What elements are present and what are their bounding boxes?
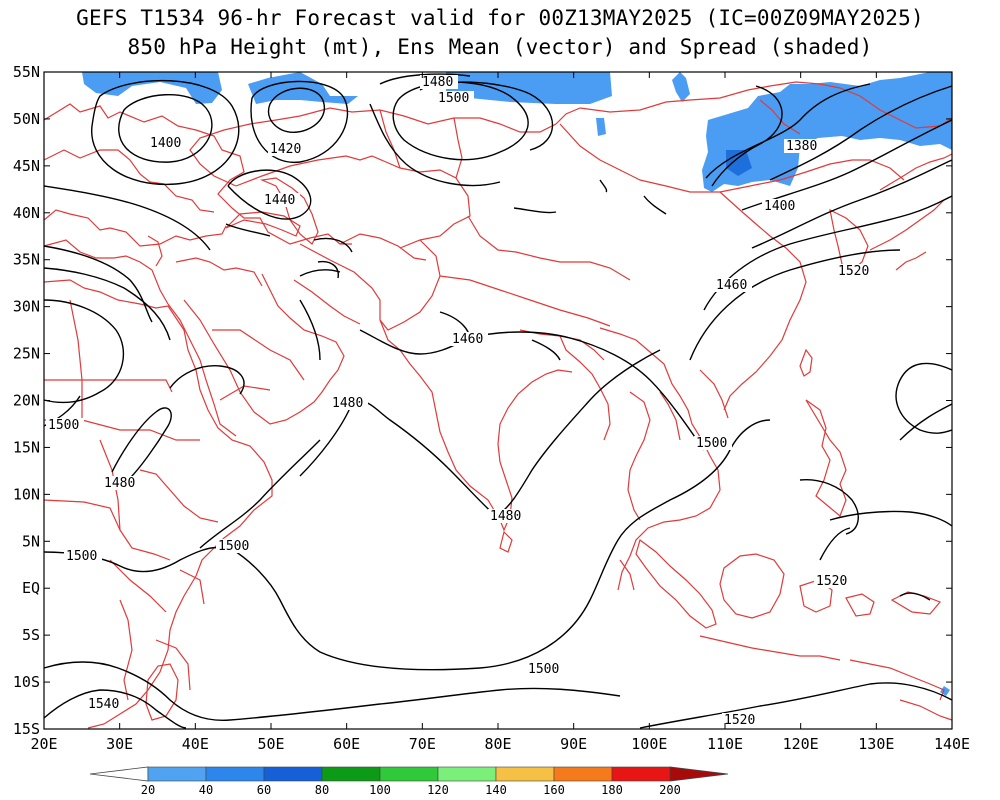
colorbar-swatch xyxy=(379,766,439,782)
lat-tick-label: 5N xyxy=(22,532,40,550)
contour-label: 1520 xyxy=(816,574,847,589)
lat-tick-label: 25N xyxy=(13,345,40,363)
contour-label: 1420 xyxy=(270,142,301,157)
contour-label: 1380 xyxy=(786,139,817,154)
colorbar-swatch xyxy=(147,766,207,782)
lon-tick-label: 130E xyxy=(858,735,894,753)
contour-label: 1500 xyxy=(528,662,559,677)
contour-label: 1500 xyxy=(66,549,97,564)
lon-tick-label: 40E xyxy=(182,735,209,753)
colorbar-swatch xyxy=(205,766,265,782)
colorbar-swatch xyxy=(263,766,323,782)
colorbar-swatch xyxy=(437,766,497,782)
lon-tick-label: 120E xyxy=(783,735,819,753)
colorbar-swatch xyxy=(611,766,671,782)
lon-tick-label: 110E xyxy=(707,735,743,753)
lon-tick-label: 140E xyxy=(934,735,970,753)
lat-tick-label: 20N xyxy=(13,392,40,410)
map-title-line2: 850 hPa Height (mt), Ens Mean (vector) a… xyxy=(127,35,873,59)
lat-tick-label: 30N xyxy=(13,298,40,316)
colorbar-label: 140 xyxy=(485,783,507,797)
contour-label: 1400 xyxy=(150,136,181,151)
contour-label: 1540 xyxy=(88,697,119,712)
contour-label: 1400 xyxy=(764,199,795,214)
spread-shading xyxy=(82,72,952,696)
contour-label: 1500 xyxy=(48,418,79,433)
colorbar-label: 80 xyxy=(315,783,329,797)
contour-labels: 1400 1420 1440 1480 1500 1380 1400 1520 … xyxy=(46,75,874,728)
contour-label: 1520 xyxy=(724,713,755,728)
lon-tick-label: 50E xyxy=(257,735,284,753)
lon-tick-label: 20E xyxy=(30,735,57,753)
lon-tick-label: 60E xyxy=(333,735,360,753)
lat-tick-label: 15N xyxy=(13,438,40,456)
colorbar-label: 200 xyxy=(659,783,681,797)
lat-tick-label: 45N xyxy=(13,157,40,175)
colorbar-label: 60 xyxy=(257,783,271,797)
colorbar: 20 40 60 80 100 120 140 160 180 200 xyxy=(89,766,729,797)
contour-label: 1480 xyxy=(490,509,521,524)
lat-tick-label: 40N xyxy=(13,204,40,222)
lat-tick-label: 50N xyxy=(13,110,40,128)
colorbar-label: 20 xyxy=(141,783,155,797)
contour-label: 1460 xyxy=(452,332,483,347)
colorbar-label: 180 xyxy=(601,783,623,797)
lon-tick-label: 80E xyxy=(484,735,511,753)
lat-tick-label: 10N xyxy=(13,485,40,503)
contour-label: 1460 xyxy=(716,278,747,293)
colorbar-left-triangle xyxy=(89,766,149,782)
colorbar-swatch xyxy=(321,766,381,782)
lat-tick-label: 15S xyxy=(13,720,40,738)
longitude-axis: 20E 30E 40E 50E 60E 70E 80E 90E 100E 110E 120E 130E… xyxy=(30,72,970,753)
colorbar-swatch xyxy=(553,766,613,782)
lon-tick-label: 100E xyxy=(631,735,667,753)
colorbar-label: 40 xyxy=(199,783,213,797)
colorbar-label: 100 xyxy=(369,783,391,797)
lat-tick-label: EQ xyxy=(22,579,40,597)
lat-tick-label: 55N xyxy=(13,63,40,81)
contour-label: 1440 xyxy=(264,193,295,208)
contour-label: 1500 xyxy=(218,539,249,554)
latitude-axis: 55N 50N 45N 40N 35N 30N 25N 20N 15N 10N 5N EQ 5S 10S 1… xyxy=(13,63,952,738)
lon-tick-label: 70E xyxy=(409,735,436,753)
height-contours xyxy=(43,73,953,729)
contour-label: 1480 xyxy=(332,396,363,411)
contour-label: 1480 xyxy=(104,476,135,491)
lat-tick-label: 5S xyxy=(22,626,40,644)
lat-tick-label: 10S xyxy=(13,673,40,691)
contour-label: 1500 xyxy=(438,91,469,106)
lat-tick-label: 35N xyxy=(13,251,40,269)
coastlines-borders xyxy=(43,81,953,729)
contour-label: 1520 xyxy=(838,264,869,279)
colorbar-label: 120 xyxy=(427,783,449,797)
colorbar-swatch xyxy=(495,766,555,782)
lon-tick-label: 90E xyxy=(560,735,587,753)
map-title-line1: GEFS T1534 96-hr Forecast valid for 00Z1… xyxy=(76,6,924,30)
lon-tick-label: 30E xyxy=(106,735,133,753)
colorbar-label: 160 xyxy=(543,783,565,797)
map-frame xyxy=(43,71,953,730)
colorbar-right-triangle xyxy=(669,766,729,782)
contour-label: 1480 xyxy=(422,75,453,90)
contour-label: 1500 xyxy=(696,436,727,451)
